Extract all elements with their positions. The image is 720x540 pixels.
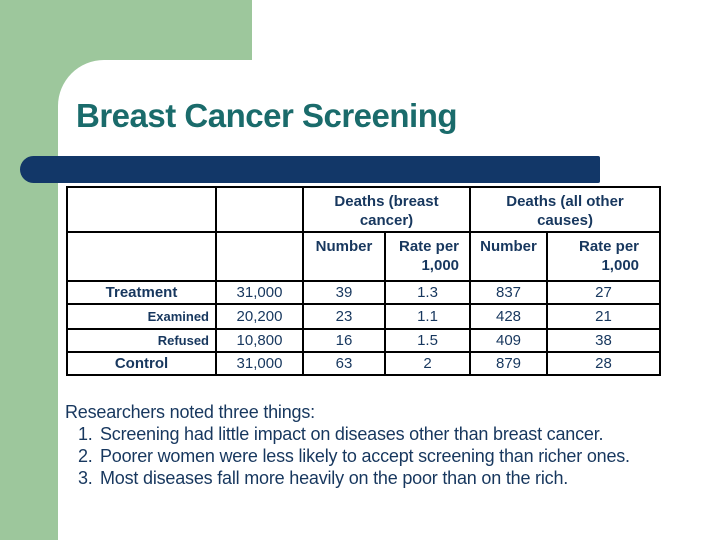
column-header-rate: Rate per 1,000 bbox=[383, 231, 472, 282]
table-cell: 27 bbox=[546, 280, 662, 305]
table-cell: 63 bbox=[302, 351, 386, 376]
table-cell: 16 bbox=[302, 328, 386, 353]
table-cell: 428 bbox=[469, 303, 549, 330]
table-cell: 20,200 bbox=[215, 303, 304, 330]
table-column-header-row: Number Rate per 1,000 Number Rate per 1,… bbox=[66, 231, 662, 282]
table-cell: 409 bbox=[469, 328, 549, 353]
table-group-header-row: Deaths (breast cancer) Deaths (all other… bbox=[66, 186, 662, 233]
notes-block: Researchers noted three things: 1. Scree… bbox=[65, 401, 717, 489]
table-row-control: Control 31,000 63 2 879 28 bbox=[66, 351, 662, 376]
row-label-examined: Examined bbox=[66, 303, 217, 330]
table-cell: 39 bbox=[302, 280, 386, 305]
table-cell: 31,000 bbox=[215, 351, 304, 376]
row-label-control: Control bbox=[66, 351, 217, 376]
list-item-text: Poorer women were less likely to accept … bbox=[100, 446, 630, 466]
list-item: 1. Screening had little impact on diseas… bbox=[65, 423, 717, 445]
list-item-number: 3. bbox=[78, 468, 93, 488]
table-cell: 837 bbox=[469, 280, 549, 305]
table-row-treatment: Treatment 31,000 39 1.3 837 27 bbox=[66, 280, 662, 305]
page-title: Breast Cancer Screening bbox=[76, 97, 458, 134]
list-item-text: Most diseases fall more heavily on the p… bbox=[100, 468, 569, 488]
table-cell: 10,800 bbox=[215, 328, 304, 353]
screening-results-table: Deaths (breast cancer) Deaths (all other… bbox=[66, 186, 662, 376]
empty-cell bbox=[66, 231, 217, 282]
empty-cell bbox=[66, 186, 217, 233]
table-row-refused: Refused 10,800 16 1.5 409 38 bbox=[66, 328, 662, 353]
table-cell: 879 bbox=[469, 351, 549, 376]
column-header-rate: Rate per 1,000 bbox=[546, 231, 662, 282]
table-cell: 1.1 bbox=[383, 303, 472, 330]
notes-intro: Researchers noted three things: bbox=[65, 402, 315, 422]
group-header-breast-cancer: Deaths (breast cancer) bbox=[301, 186, 472, 233]
group-header-all-other-causes: Deaths (all other causes) bbox=[469, 186, 662, 233]
list-item-text: Screening had little impact on diseases … bbox=[100, 424, 604, 444]
list-item: 2. Poorer women were less likely to acce… bbox=[65, 445, 717, 467]
column-header-number: Number bbox=[469, 231, 549, 282]
table-cell: 1.3 bbox=[383, 280, 472, 305]
row-label-treatment: Treatment bbox=[66, 280, 217, 305]
table-cell: 28 bbox=[546, 351, 662, 376]
table-row-examined: Examined 20,200 23 1.1 428 21 bbox=[66, 303, 662, 330]
list-item: 3. Most diseases fall more heavily on th… bbox=[65, 467, 717, 489]
column-header-number: Number bbox=[302, 231, 386, 282]
table-cell: 2 bbox=[383, 351, 472, 376]
empty-cell bbox=[215, 231, 304, 282]
table-cell: 1.5 bbox=[383, 328, 472, 353]
background-green-left-band bbox=[0, 0, 58, 540]
table-cell: 31,000 bbox=[215, 280, 304, 305]
list-item-number: 2. bbox=[78, 446, 93, 466]
row-label-refused: Refused bbox=[66, 328, 217, 353]
table-cell: 23 bbox=[302, 303, 386, 330]
empty-cell bbox=[215, 186, 304, 233]
table-cell: 38 bbox=[546, 328, 662, 353]
accent-bar bbox=[20, 156, 600, 183]
list-item-number: 1. bbox=[78, 424, 93, 444]
table-cell: 21 bbox=[546, 303, 662, 330]
